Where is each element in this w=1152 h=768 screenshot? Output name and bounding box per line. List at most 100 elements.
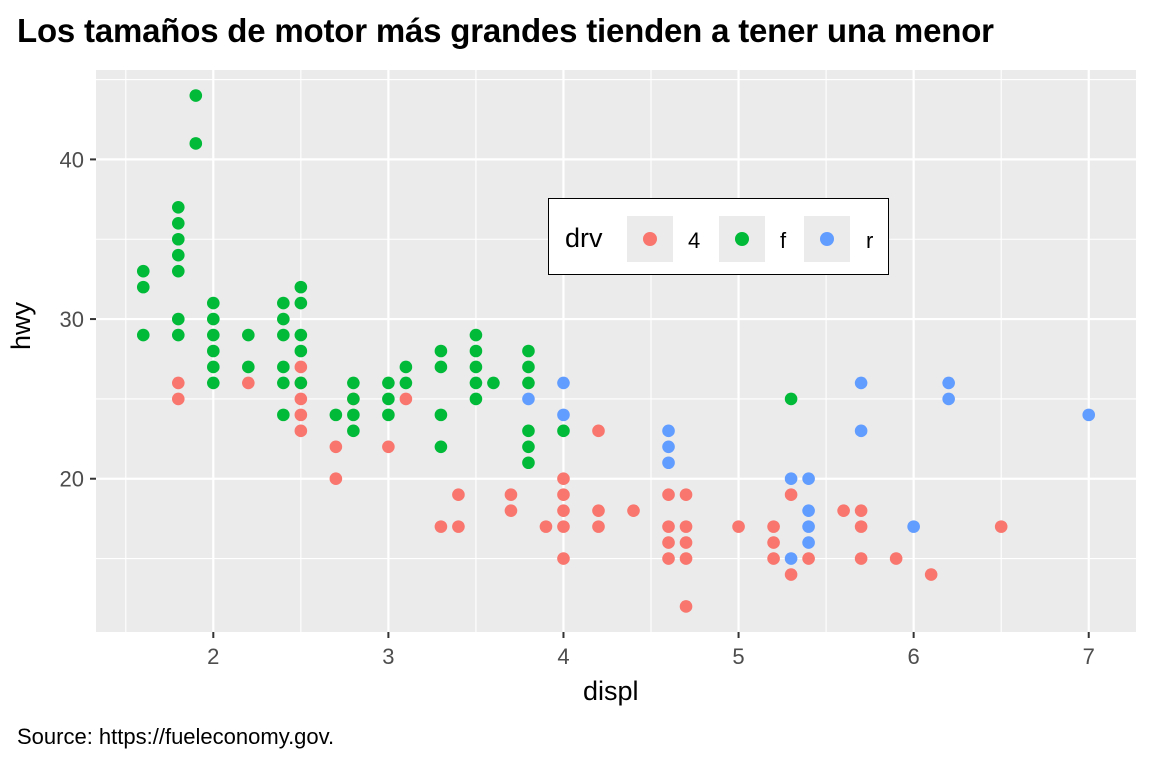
data-point [347,424,360,438]
data-point [434,440,448,454]
data-point [784,392,798,406]
data-point [732,520,745,533]
data-point [294,280,308,294]
data-point [347,408,360,422]
data-point [347,392,360,406]
legend-label-r: r [866,228,874,253]
chart-title: Los tamaños de motor más grandes tienden… [17,12,994,49]
data-point [294,408,308,422]
data-point [592,504,605,517]
data-point [277,360,290,374]
data-point [171,328,185,342]
legend-key-f [719,216,765,262]
source-caption: Source: https://fueleconomy.gov. [17,724,335,749]
data-point [329,440,343,454]
data-point [382,376,395,390]
data-point [784,568,798,581]
data-point [207,376,220,390]
data-point [469,376,483,390]
data-point [784,488,798,501]
data-point [382,392,395,406]
legend-label-f: f [780,228,787,253]
data-point [452,488,465,501]
data-point [522,440,535,454]
data-point [837,504,850,517]
data-point [136,264,150,278]
x-tick-labels: 2 3 4 5 6 7 [207,644,1095,669]
data-point [539,520,553,533]
legend-dot-icon [643,232,657,246]
data-point [557,488,570,501]
data-point [767,520,780,533]
y-tick-labels: 20 30 40 [60,147,84,491]
svg-text:4: 4 [557,644,569,669]
data-point [662,456,675,470]
data-point [802,552,815,565]
svg-text:3: 3 [382,644,394,669]
data-point [767,552,780,565]
data-point [434,520,448,533]
data-point [469,392,483,406]
data-point [662,552,675,565]
data-point [207,328,220,342]
data-point [207,312,220,326]
data-point [522,456,535,470]
data-point [557,552,570,565]
data-point [487,376,500,390]
data-point [382,408,395,422]
data-point [557,472,570,486]
svg-text:2: 2 [207,644,219,669]
data-point [557,504,570,517]
data-point [242,376,255,390]
legend-dot-icon [735,232,749,246]
data-point [557,424,570,438]
data-point [171,312,185,326]
data-point [522,360,535,374]
data-point [854,424,868,438]
data-point [627,504,640,517]
data-point [329,472,343,486]
data-point [592,520,605,533]
data-point [171,201,185,214]
data-point [277,408,290,422]
svg-text:7: 7 [1083,644,1095,669]
svg-text:40: 40 [60,147,84,172]
data-point [942,392,955,406]
svg-text:20: 20 [60,467,84,492]
legend-title: drv [565,223,603,253]
data-point [171,216,185,230]
data-point [207,360,220,374]
data-point [854,504,868,517]
data-point [1082,408,1096,422]
data-point [294,392,308,406]
data-point [854,520,868,533]
data-point [924,568,938,581]
data-point [522,376,535,390]
data-point [294,376,308,390]
data-point [277,376,290,390]
legend-key-4 [627,216,673,262]
data-point [242,360,255,374]
axis-ticks [90,158,1090,638]
legend-label-4: 4 [688,228,701,253]
data-point [347,376,360,390]
data-point [277,296,290,310]
data-point [171,248,185,262]
data-point [522,344,535,358]
data-point [662,488,675,501]
data-point [662,440,675,454]
svg-text:5: 5 [732,644,744,669]
data-point [784,472,798,486]
data-point [434,344,448,358]
data-point [399,376,413,390]
svg-text:6: 6 [908,644,920,669]
data-point [469,328,483,342]
data-point [469,344,483,358]
x-axis-label: displ [583,676,639,706]
data-point [294,328,308,342]
data-point [504,504,518,517]
data-point [679,600,693,613]
data-point [662,424,675,438]
plot-panel [96,70,1136,632]
data-point [854,552,868,565]
